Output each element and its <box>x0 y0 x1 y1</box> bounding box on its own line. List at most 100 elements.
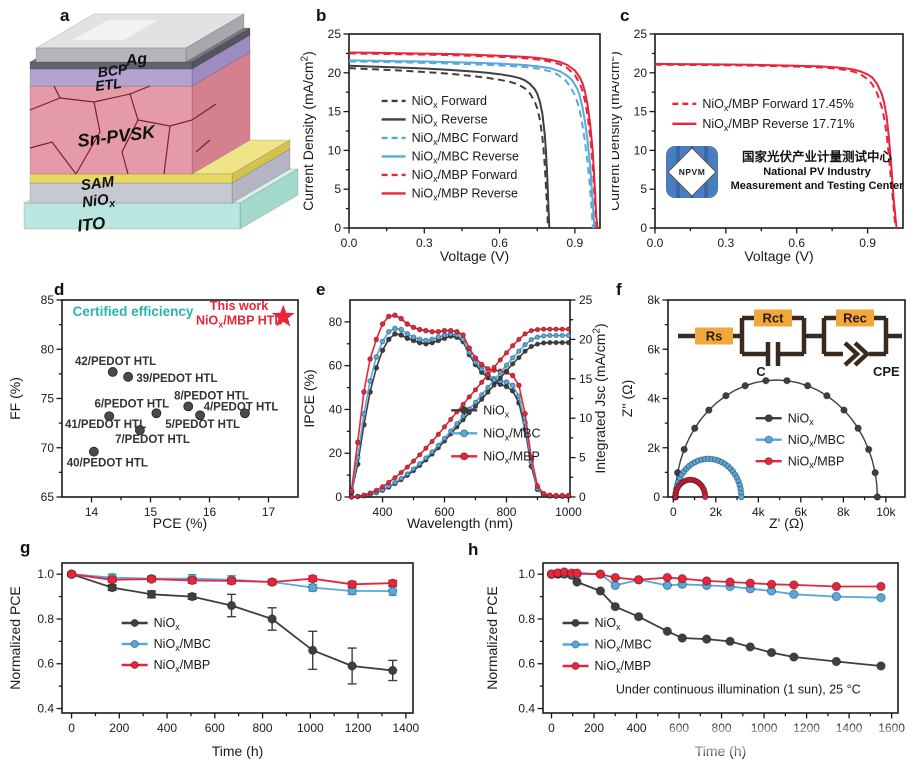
svg-text:0.6: 0.6 <box>788 236 805 250</box>
npvm-abbr: NPVM <box>678 167 706 177</box>
panel-d: d 14 15 16 17 65 70 75 80 85 PCE (%) FF (%) 42/PEDO… <box>0 268 312 535</box>
svg-text:Wavelength (nm): Wavelength (nm) <box>407 515 513 531</box>
chart-svg-c: 0.0 0.3 0.6 0.9 0 5 10 15 20 25 Voltage (V) Current… <box>606 27 904 264</box>
svg-text:800: 800 <box>253 721 273 735</box>
svg-text:10k: 10k <box>876 505 896 519</box>
axes-ticks: 0 200 400 600 800 1000 1200 1400 1600 0.4 0.6 0.8 1.… <box>518 567 905 735</box>
svg-text:BCP: BCP <box>97 61 129 81</box>
equivalent-circuit-inset: Rs Rct C Rec CPE <box>678 309 902 379</box>
legend: NiOx​/MBP Forward 17.45% NiOx​/MBP Revers… <box>672 97 855 133</box>
svg-text:80: 80 <box>329 315 343 329</box>
svg-text:0: 0 <box>335 490 342 504</box>
svg-text:SAM: SAM <box>80 173 116 194</box>
svg-text:Rct: Rct <box>763 311 785 326</box>
svg-text:Certified efficiency: Certified efficiency <box>73 304 194 319</box>
svg-text:600: 600 <box>669 721 689 735</box>
svg-text:IPCE (%): IPCE (%) <box>301 369 317 427</box>
svg-text:0: 0 <box>334 221 341 235</box>
svg-text:1000: 1000 <box>297 721 324 735</box>
svg-text:41/PEDOT HTL: 41/PEDOT HTL <box>65 419 146 431</box>
svg-text:Normalized PCE: Normalized PCE <box>7 586 23 689</box>
svg-text:0.8: 0.8 <box>518 612 535 626</box>
svg-text:Current Density (mA/cm2​): Current Density (mA/cm2​) <box>300 51 316 211</box>
svg-text:20: 20 <box>329 446 343 460</box>
series-nio-x-mbp-reverse-17-71- <box>654 62 898 229</box>
svg-text:1200: 1200 <box>793 721 820 735</box>
svg-text:25: 25 <box>634 27 648 41</box>
svg-text:Z'' (Ω): Z'' (Ω) <box>619 380 635 418</box>
svg-text:NiOx​/MBC: NiOx​/MBC <box>788 433 845 449</box>
svg-text:25: 25 <box>328 27 342 41</box>
svg-text:1.0: 1.0 <box>37 567 54 581</box>
svg-text:NiOx​/MBP Forward: NiOx​/MBP Forward <box>412 168 518 184</box>
svg-text:0: 0 <box>68 721 75 735</box>
svg-text:Normalized PCE: Normalized PCE <box>484 586 500 689</box>
svg-text:0.4: 0.4 <box>37 702 54 716</box>
svg-text:Z' (Ω): Z' (Ω) <box>769 515 804 531</box>
svg-text:NiOx​: NiOx​ <box>154 616 181 632</box>
series-nio-x <box>348 331 572 500</box>
svg-text:PCE (%): PCE (%) <box>153 515 207 531</box>
svg-text:NiOx​/MBP: NiOx​/MBP <box>483 450 540 466</box>
svg-text:0: 0 <box>670 505 677 519</box>
svg-text:4/PEDOT HTL: 4/PEDOT HTL <box>204 401 279 413</box>
legend: NiOx​ NiOx​/MBC NiOx​/MBP <box>562 616 652 675</box>
svg-text:NiOx​/MBC Reverse: NiOx​/MBC Reverse <box>412 150 519 166</box>
panel-label-b: b <box>316 6 327 25</box>
svg-text:0.8: 0.8 <box>37 612 54 626</box>
svg-text:1.0: 1.0 <box>518 567 535 581</box>
svg-text:1400: 1400 <box>392 721 419 735</box>
svg-text:Integrated Jsc (mA/cm2​): Integrated Jsc (mA/cm2​) <box>592 323 608 473</box>
npvm-certification-logo: NPVM 国家光伏产业计量测试中心 National PV Industry M… <box>666 146 908 198</box>
npvm-line-cn: 国家光伏产业计量测试中心 <box>741 150 892 165</box>
svg-text:0.0: 0.0 <box>647 236 664 250</box>
svg-text:5: 5 <box>640 182 647 196</box>
svg-text:NiOx​ Forward: NiOx​ Forward <box>412 94 487 110</box>
series-nio-x-mbp <box>546 567 886 592</box>
svg-text:Time (h): Time (h) <box>695 743 747 759</box>
axes-ticks: 14 15 16 17 65 70 75 80 85 <box>41 293 276 519</box>
svg-text:0.9: 0.9 <box>567 236 584 250</box>
svg-text:200: 200 <box>584 721 604 735</box>
legend: NiOx​ Forward NiOx​ Reverse NiOx​/MBC Forw… <box>381 94 519 202</box>
scatter-points: 42/PEDOT HTL 39/PEDOT HTL 8/PEDOT HTL 6/PED… <box>65 356 278 469</box>
panel-label-g: g <box>20 538 31 557</box>
axes-ticks: 0.0 0.3 0.6 0.9 0 5 10 15 20 25 <box>634 27 877 250</box>
svg-text:0.9: 0.9 <box>859 236 876 250</box>
chart-svg-h: 0 200 400 600 800 1000 1200 1400 1600 0.4 0.6 0.8 1.… <box>484 562 905 759</box>
svg-text:NiOx​: NiOx​ <box>483 404 510 420</box>
chart-ipce-spectrum: 400 600 800 1000 0 20 40 60 80 0 5 10 15 20 25 Waveleng… <box>300 268 612 535</box>
svg-text:NiOx​/MBP: NiOx​/MBP <box>154 658 211 674</box>
svg-text:0.6: 0.6 <box>518 657 535 671</box>
svg-text:8/PEDOT HTL: 8/PEDOT HTL <box>174 391 249 403</box>
svg-text:NiOx​: NiOx​ <box>788 411 815 427</box>
svg-text:2k: 2k <box>709 505 723 519</box>
svg-text:7/PEDOT HTL: 7/PEDOT HTL <box>115 434 190 446</box>
svg-text:NiOx​/MBC Forward: NiOx​/MBC Forward <box>412 131 519 147</box>
svg-text:Voltage (V): Voltage (V) <box>744 248 813 264</box>
svg-text:2k: 2k <box>647 441 661 455</box>
svg-text:0: 0 <box>579 490 586 504</box>
ag-highlight <box>72 20 158 40</box>
legend: NiOx​ NiOx​/MBC NiOx​/MBP <box>755 411 845 470</box>
panel-label-a: a <box>60 6 70 25</box>
svg-text:16: 16 <box>203 505 217 519</box>
svg-text:0.3: 0.3 <box>718 236 735 250</box>
svg-text:1600: 1600 <box>878 721 905 735</box>
svg-text:0.6: 0.6 <box>491 236 508 250</box>
svg-text:6k: 6k <box>795 505 809 519</box>
chart-shelf-stability: 0 200 400 600 800 1000 1200 1400 0.4 0.6 0.8 1.0 Tim… <box>0 535 430 763</box>
svg-text:20: 20 <box>579 332 593 346</box>
svg-text:0.3: 0.3 <box>416 236 433 250</box>
svg-text:Rec: Rec <box>843 311 867 326</box>
svg-text:Time (h): Time (h) <box>212 743 264 759</box>
svg-text:15: 15 <box>328 105 342 119</box>
chart-svg-d: 14 15 16 17 65 70 75 80 85 PCE (%) FF (%) 42/PEDOT … <box>7 293 299 531</box>
star-marker <box>271 304 295 327</box>
axes-ticks: 0 2k 4k 6k 8k 10k 0 2k 4k 6k 8k <box>647 293 896 519</box>
svg-text:75: 75 <box>41 392 55 406</box>
